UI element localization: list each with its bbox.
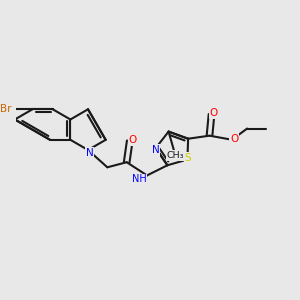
Text: CH₃: CH₃ [167,151,184,160]
Text: O: O [230,134,238,144]
Text: N: N [152,145,159,155]
Text: O: O [210,109,218,118]
Text: N: N [85,148,93,158]
Text: O: O [128,135,136,145]
Text: S: S [184,153,191,163]
Text: NH: NH [132,174,147,184]
Text: Br: Br [0,104,11,114]
